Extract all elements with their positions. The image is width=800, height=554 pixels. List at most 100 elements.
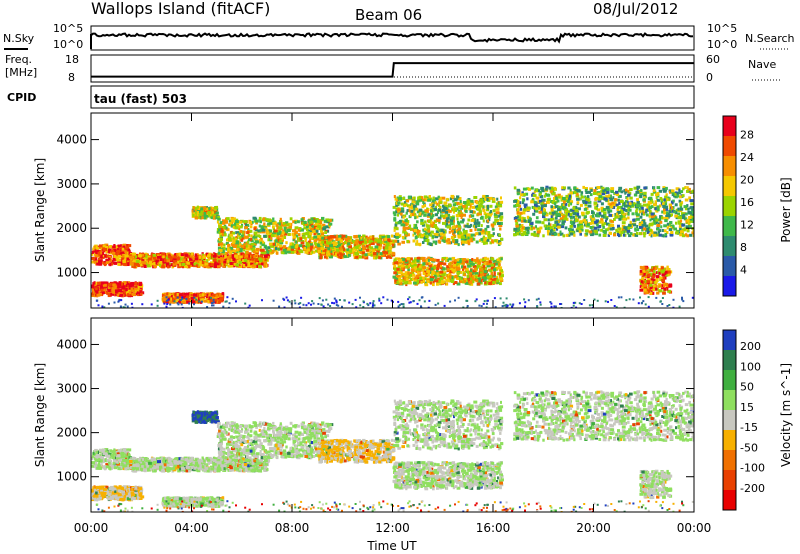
power-cell xyxy=(221,233,224,236)
power-cell xyxy=(310,245,314,249)
power-cell xyxy=(269,248,272,252)
power-cell xyxy=(247,228,250,231)
power-cell xyxy=(148,257,152,261)
power-cell xyxy=(295,245,298,249)
power-cell xyxy=(378,256,382,260)
power-cell xyxy=(209,207,212,211)
power-cell xyxy=(491,227,495,231)
power-cell xyxy=(244,223,248,227)
power-cell xyxy=(440,228,444,232)
power-cell xyxy=(415,270,418,274)
power-cell xyxy=(386,243,390,247)
power-cell xyxy=(429,233,433,237)
power-cell xyxy=(114,285,117,289)
power-cell xyxy=(223,226,228,230)
power-cell xyxy=(473,220,477,224)
power-cell xyxy=(216,228,219,231)
power-cell xyxy=(418,280,421,284)
power-cell xyxy=(420,196,424,200)
power-cell xyxy=(236,236,239,239)
power-cell xyxy=(535,205,539,209)
power-cell xyxy=(266,231,270,235)
power-cell xyxy=(241,253,245,257)
power-cell xyxy=(478,277,482,281)
power-cell xyxy=(459,200,462,204)
power-cell xyxy=(316,237,320,241)
power-cell xyxy=(395,203,398,207)
power-cell xyxy=(449,270,453,274)
power-cell xyxy=(96,292,99,296)
power-cell xyxy=(115,256,119,260)
power-cell xyxy=(638,210,642,214)
power-cell xyxy=(207,257,210,261)
power-cell xyxy=(185,265,189,269)
power-cell xyxy=(299,237,303,241)
power-cell xyxy=(465,240,468,244)
power-cell xyxy=(393,195,396,198)
power-cell xyxy=(223,263,226,266)
power-cell xyxy=(336,248,340,252)
power-cell xyxy=(308,226,312,230)
power-cell xyxy=(161,265,166,269)
power-cell xyxy=(648,214,653,218)
power-cell xyxy=(317,243,321,247)
power-cell xyxy=(391,252,396,256)
power-cell xyxy=(428,242,432,246)
power-cell xyxy=(462,240,465,244)
power-cell xyxy=(243,258,248,262)
power-cell xyxy=(224,254,227,258)
power-cell xyxy=(208,252,212,256)
power-cell xyxy=(453,198,458,202)
noise-tick-top-right: 10^5 xyxy=(707,22,737,35)
power-cell xyxy=(430,224,434,228)
power-cell xyxy=(170,263,173,267)
power-cell xyxy=(612,196,615,200)
power-cell xyxy=(442,216,446,220)
power-cell xyxy=(256,258,260,261)
power-cell xyxy=(207,211,211,215)
power-cell xyxy=(300,218,304,222)
power-cell xyxy=(492,232,495,236)
power-cell xyxy=(408,281,412,285)
power-cell xyxy=(175,262,178,266)
power-cell xyxy=(473,196,478,199)
power-cell xyxy=(433,219,438,223)
power-cell xyxy=(288,227,292,231)
power-cell xyxy=(318,219,323,223)
power-cell xyxy=(424,283,429,287)
power-cell xyxy=(263,227,268,231)
power-cell xyxy=(370,246,374,250)
power-cell xyxy=(96,251,101,255)
power-cell xyxy=(436,282,439,286)
power-cell xyxy=(493,214,498,218)
power-cell xyxy=(163,300,166,304)
power-cell xyxy=(415,242,418,246)
power-cell xyxy=(319,256,323,260)
power-cell xyxy=(495,279,500,283)
power-cell xyxy=(498,233,501,237)
power-cell xyxy=(400,207,405,211)
power-cell xyxy=(283,232,288,236)
power-cell xyxy=(401,264,405,268)
power-cell xyxy=(326,256,329,260)
power-cell xyxy=(485,239,488,243)
power-cell xyxy=(203,216,207,220)
power-cell xyxy=(250,234,253,238)
power-cell xyxy=(460,261,465,265)
power-cell xyxy=(330,250,333,254)
power-cell xyxy=(405,265,409,269)
power-cell xyxy=(123,281,127,285)
power-cell xyxy=(469,282,474,286)
power-cell xyxy=(446,216,450,220)
power-cell xyxy=(487,236,492,240)
beam-label: Beam 06 xyxy=(355,6,422,24)
power-cell xyxy=(176,252,179,256)
power-cell xyxy=(376,255,380,259)
power-cell xyxy=(603,231,607,235)
power-cell xyxy=(95,246,98,250)
power-cell xyxy=(471,258,474,261)
power-cell xyxy=(241,234,244,238)
nsearch-label: N.Search xyxy=(745,32,795,45)
power-cell xyxy=(492,197,496,201)
